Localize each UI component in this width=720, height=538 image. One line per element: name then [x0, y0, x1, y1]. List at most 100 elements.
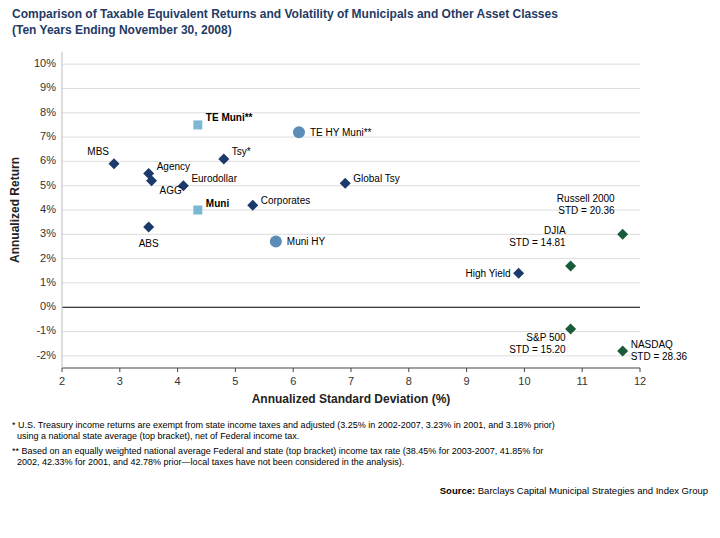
source-text: Barclays Capital Municipal Strategies an…: [475, 485, 708, 496]
point: [565, 260, 576, 271]
point-label-line: Tsy*: [232, 146, 251, 157]
footnote: ** Based on an equally weighted national…: [12, 446, 543, 456]
point-label-line: TE HY Muni**: [310, 127, 372, 138]
y-tick-label: 8%: [40, 106, 56, 118]
y-axis-line: [62, 52, 63, 368]
y-tick-label: 4%: [40, 203, 56, 215]
point-label: S&P 500STD = 15.20: [509, 332, 566, 355]
y-tick-label: 7%: [40, 130, 56, 142]
y-tick-label: 5%: [40, 179, 56, 191]
grid-line: [62, 355, 640, 356]
y-axis-label: Annualized Return: [8, 157, 22, 263]
point-label: MBS: [87, 146, 109, 157]
point-label: TE HY Muni**: [310, 127, 372, 138]
point: [617, 345, 628, 356]
point: [109, 158, 120, 169]
grid-line: [62, 210, 640, 211]
point-label-line: Russell 2000: [557, 193, 615, 204]
grid-line: [62, 112, 640, 113]
point-label: ABS: [139, 238, 159, 249]
point-label-line: Corporates: [261, 195, 310, 206]
footnote: using a national state average (top brac…: [12, 431, 299, 441]
x-tick: [582, 368, 583, 372]
point-label-line: Global Tsy: [353, 173, 400, 184]
grid-line: [62, 258, 640, 259]
point: [513, 268, 524, 279]
point-label: NASDAQSTD = 28.36: [631, 339, 688, 362]
point-label: Corporates: [261, 195, 310, 206]
point: [270, 236, 282, 248]
x-tick-label: 9: [464, 375, 470, 387]
x-tick: [177, 368, 178, 372]
point-label-line: Agency: [157, 161, 190, 172]
point-label: DJIASTD = 14.81: [509, 225, 566, 248]
grid-line: [62, 161, 640, 162]
source: Source: Barclays Capital Municipal Strat…: [440, 485, 708, 496]
points: [109, 120, 629, 356]
point: [293, 126, 305, 138]
point: [193, 206, 202, 215]
title: Comparison of Taxable Equivalent Returns…: [12, 7, 558, 21]
footnote: * U.S. Treasury income returns are exemp…: [12, 420, 555, 430]
point-label-line: TE Muni**: [206, 112, 253, 123]
footnote: 2002, 42.33% for 2001, and 42.78% prior—…: [12, 457, 404, 467]
source-label: Source:: [440, 485, 475, 496]
point-label-line: STD = 28.36: [631, 351, 688, 362]
point: [617, 229, 628, 240]
y-tick-label: 0%: [40, 300, 56, 312]
chart: Comparison of Taxable Equivalent Returns…: [0, 0, 720, 538]
point-label-line: STD = 20.36: [558, 205, 615, 216]
point-label-line: ABS: [139, 238, 159, 249]
x-tick-label: 2: [59, 375, 65, 387]
point-label: Russell 2000STD = 20.36: [557, 193, 615, 216]
point-label-line: High Yield: [466, 268, 511, 279]
subtitle: (Ten Years Ending November 30, 2008): [12, 23, 232, 37]
point-label: TE Muni**: [206, 112, 253, 123]
x-tick-label: 5: [232, 375, 238, 387]
grid-line: [62, 185, 640, 186]
point-label: Eurodollar: [191, 173, 237, 184]
point: [143, 222, 154, 233]
x-tick-label: 6: [290, 375, 296, 387]
point-label: High Yield: [466, 268, 511, 279]
zero-line: [62, 307, 640, 308]
point-label-line: S&P 500: [526, 332, 566, 343]
x-tick-label: 7: [348, 375, 354, 387]
x-tick: [408, 368, 409, 372]
point-label-line: Muni HY: [287, 236, 326, 247]
x-tick-label: 10: [518, 375, 530, 387]
x-tick: [351, 368, 352, 372]
grid: [62, 64, 640, 356]
point-label-line: STD = 14.81: [509, 237, 566, 248]
x-tick: [293, 368, 294, 372]
grid-line: [62, 64, 640, 65]
y-tick-label: -2%: [36, 349, 56, 361]
point: [340, 178, 351, 189]
x-tick: [524, 368, 525, 372]
y-tick-label: 10%: [34, 57, 56, 69]
point: [146, 175, 157, 186]
point-label-line: STD = 15.20: [509, 344, 566, 355]
x-axis-label: Annualized Standard Deviation (%): [252, 392, 451, 406]
x-tick-label: 4: [175, 375, 181, 387]
x-tick: [235, 368, 236, 372]
y-tick-label: 9%: [40, 81, 56, 93]
point-labels: MBS Agency AGG ABS Eurodollar Tsy* Corporates G…: [87, 112, 687, 362]
x-tick-label: 3: [117, 375, 123, 387]
point-label: Global Tsy: [353, 173, 400, 184]
x-tick: [119, 368, 120, 372]
point-label: AGG: [160, 185, 182, 196]
point: [218, 153, 229, 164]
grid-line: [62, 282, 640, 283]
point: [193, 120, 202, 129]
x-tick: [640, 368, 641, 372]
point-label-line: Eurodollar: [191, 173, 237, 184]
x-tick-label: 11: [576, 375, 587, 387]
point-label-line: DJIA: [544, 225, 566, 236]
point-label-line: AGG: [160, 185, 182, 196]
point-label: Agency: [157, 161, 190, 172]
point-label-line: MBS: [87, 146, 109, 157]
y-tick-label: 1%: [40, 276, 56, 288]
x-tick-label: 12: [634, 375, 646, 387]
point-label-line: NASDAQ: [631, 339, 673, 350]
